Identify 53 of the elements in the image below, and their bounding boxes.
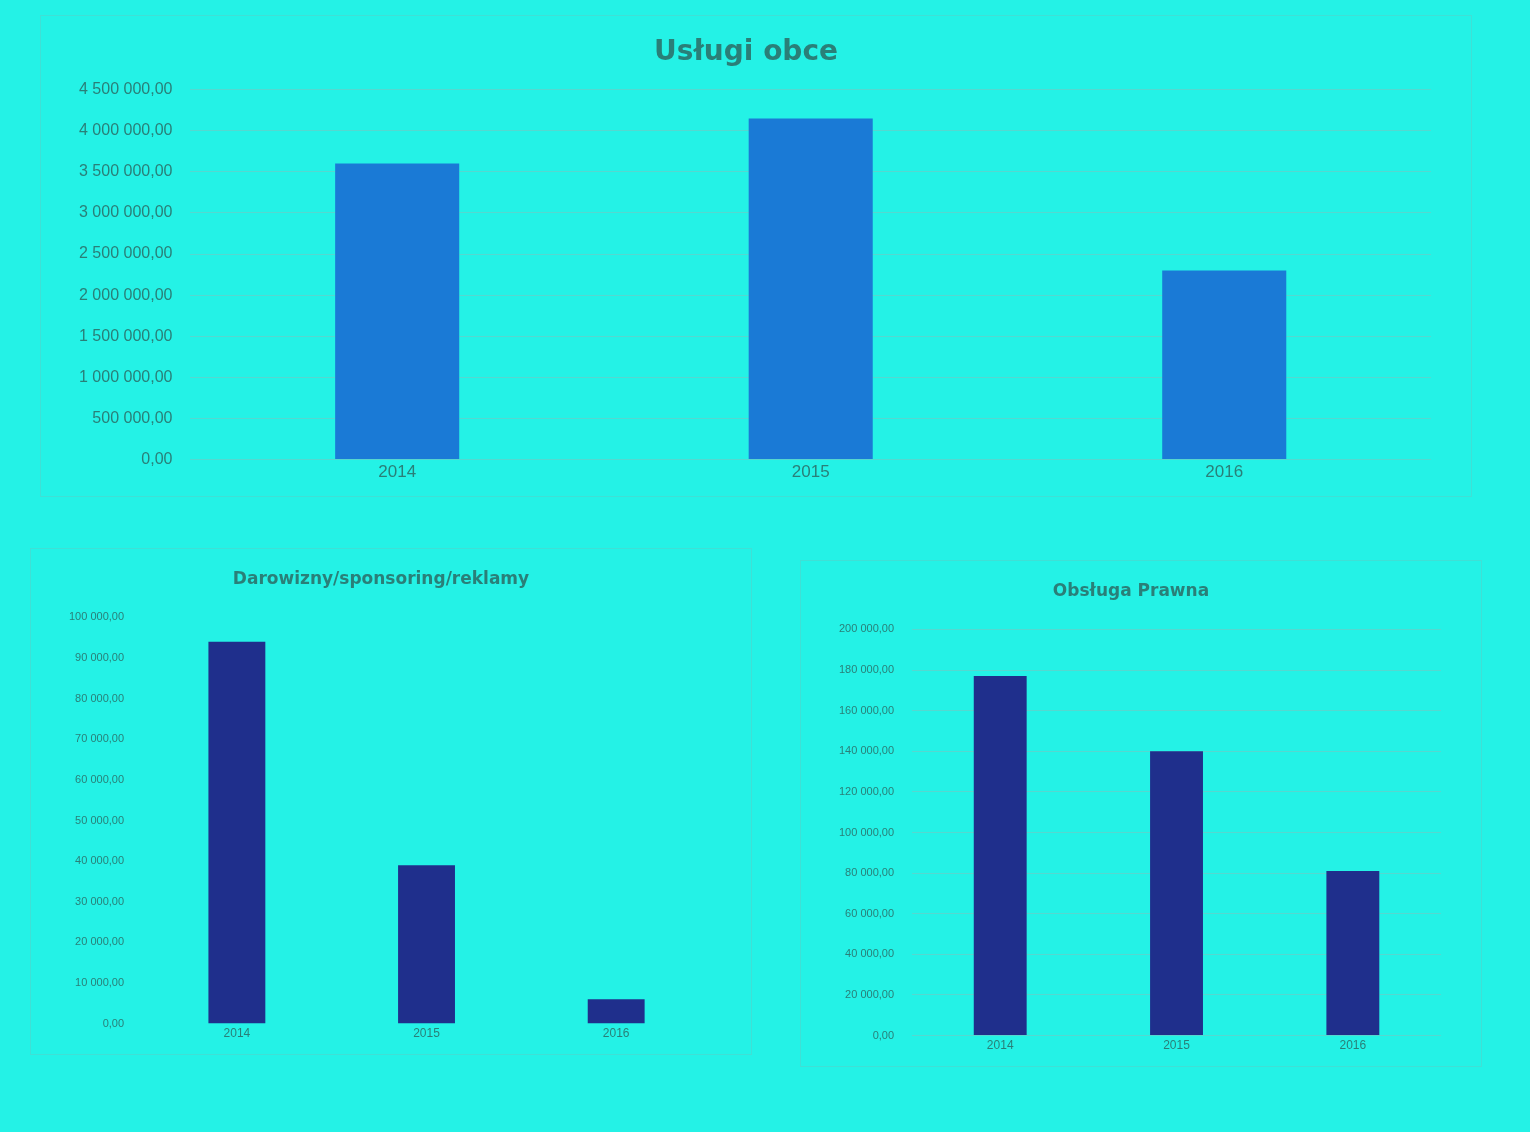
bar: [1326, 871, 1380, 1036]
y-tick-label: 50 000,00: [75, 813, 125, 826]
y-tick-label: 180 000,00: [838, 663, 895, 676]
y-tick-label: 40 000,00: [845, 947, 895, 960]
bar: [208, 641, 266, 1024]
y-tick-label: 3 000 000,00: [79, 203, 173, 221]
y-tick-label: 20 000,00: [845, 988, 895, 1001]
y-tick-label: 1 000 000,00: [79, 367, 173, 385]
chart-title: Obsługa Prawna: [1052, 579, 1210, 600]
y-tick-label: 500 000,00: [92, 408, 173, 426]
y-tick-label: 70 000,00: [75, 732, 125, 745]
y-tick-label: 0,00: [872, 1028, 895, 1041]
y-tick-label: 200 000,00: [838, 622, 895, 635]
y-tick-label: 30 000,00: [75, 894, 125, 907]
x-tick-label: 2016: [602, 1026, 630, 1041]
y-tick-label: 1 500 000,00: [79, 326, 173, 344]
y-tick-label: 60 000,00: [845, 906, 895, 919]
y-tick-label: 10 000,00: [75, 976, 125, 989]
bar: [587, 999, 645, 1024]
y-tick-label: 2 500 000,00: [79, 244, 173, 262]
bar: [1150, 751, 1203, 1036]
y-tick-label: 80 000,00: [845, 866, 895, 879]
y-tick-label: 4 500 000,00: [79, 80, 173, 98]
y-tick-label: 100 000,00: [838, 825, 895, 838]
x-tick-label: 2014: [223, 1026, 251, 1041]
x-tick-label: 2014: [378, 462, 417, 482]
y-tick-label: 80 000,00: [75, 691, 125, 704]
y-tick-label: 0,00: [141, 450, 173, 468]
x-tick-label: 2016: [1205, 462, 1244, 482]
y-tick-label: 2 000 000,00: [79, 285, 173, 303]
x-tick-label: 2015: [791, 462, 830, 482]
y-tick-label: 20 000,00: [75, 935, 125, 948]
chart-title: Darowizny/sponsoring/reklamy: [232, 567, 530, 588]
bar: [398, 865, 455, 1024]
y-tick-label: 90 000,00: [75, 651, 125, 664]
y-tick-label: 60 000,00: [75, 772, 125, 785]
x-tick-label: 2015: [1163, 1038, 1191, 1053]
bar: [973, 676, 1027, 1036]
y-tick-label: 3 500 000,00: [79, 162, 173, 180]
y-tick-label: 160 000,00: [838, 703, 895, 716]
y-tick-label: 4 000 000,00: [79, 121, 173, 139]
bar: [1162, 270, 1287, 460]
y-tick-label: 120 000,00: [838, 784, 895, 797]
y-tick-label: 140 000,00: [838, 744, 895, 757]
y-tick-label: 0,00: [102, 1016, 125, 1029]
y-tick-label: 40 000,00: [75, 854, 125, 867]
bar: [748, 118, 873, 460]
bar: [335, 163, 460, 460]
chart-title: Usługi obce: [654, 34, 838, 68]
x-tick-label: 2015: [413, 1026, 441, 1041]
x-tick-label: 2014: [986, 1038, 1014, 1053]
y-tick-label: 100 000,00: [68, 610, 125, 623]
x-tick-label: 2016: [1339, 1038, 1367, 1053]
